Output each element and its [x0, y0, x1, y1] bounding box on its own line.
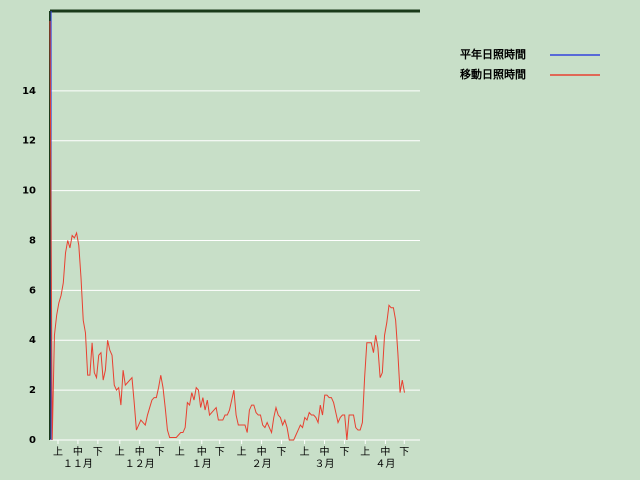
- y-tick-label: 2: [29, 385, 36, 396]
- x-tick-label: 下: [399, 447, 409, 458]
- month-label: １月: [192, 458, 212, 470]
- series-line: [49, 20, 405, 441]
- legend-label: 平年日照時間: [460, 47, 526, 61]
- y-tick-label: 14: [22, 86, 36, 97]
- x-tick-label: 中: [257, 445, 267, 458]
- x-tick-label: 中: [197, 445, 207, 458]
- x-tick-label: 上: [115, 446, 125, 458]
- y-tick-label: 4: [29, 335, 36, 346]
- x-tick-label: 上: [237, 446, 247, 458]
- x-tick-label: 下: [215, 447, 225, 458]
- x-tick-label: 上: [175, 446, 185, 458]
- month-label: １２月: [125, 458, 155, 470]
- x-tick-label: 下: [155, 447, 165, 458]
- legend-label: 移動日照時間: [460, 67, 526, 81]
- month-label: ４月: [375, 458, 395, 470]
- month-label: １１月: [63, 458, 93, 470]
- x-tick-label: 下: [93, 447, 103, 458]
- y-tick-label: 8: [29, 235, 36, 246]
- x-tick-label: 上: [360, 446, 370, 458]
- x-tick-label: 上: [300, 446, 310, 458]
- x-tick-label: 中: [135, 445, 145, 458]
- y-tick-label: 6: [29, 285, 36, 296]
- x-tick-label: 中: [73, 445, 83, 458]
- y-tick-label: 12: [22, 136, 36, 147]
- x-tick-label: 中: [320, 445, 330, 458]
- x-tick-label: 下: [339, 447, 349, 458]
- month-label: ３月: [315, 458, 335, 470]
- y-tick-label: 0: [29, 435, 36, 446]
- month-label: ２月: [252, 458, 272, 470]
- y-tick-label: 10: [22, 186, 36, 197]
- x-tick-label: 下: [277, 447, 287, 458]
- x-tick-label: 上: [53, 446, 63, 458]
- x-tick-label: 中: [380, 445, 390, 458]
